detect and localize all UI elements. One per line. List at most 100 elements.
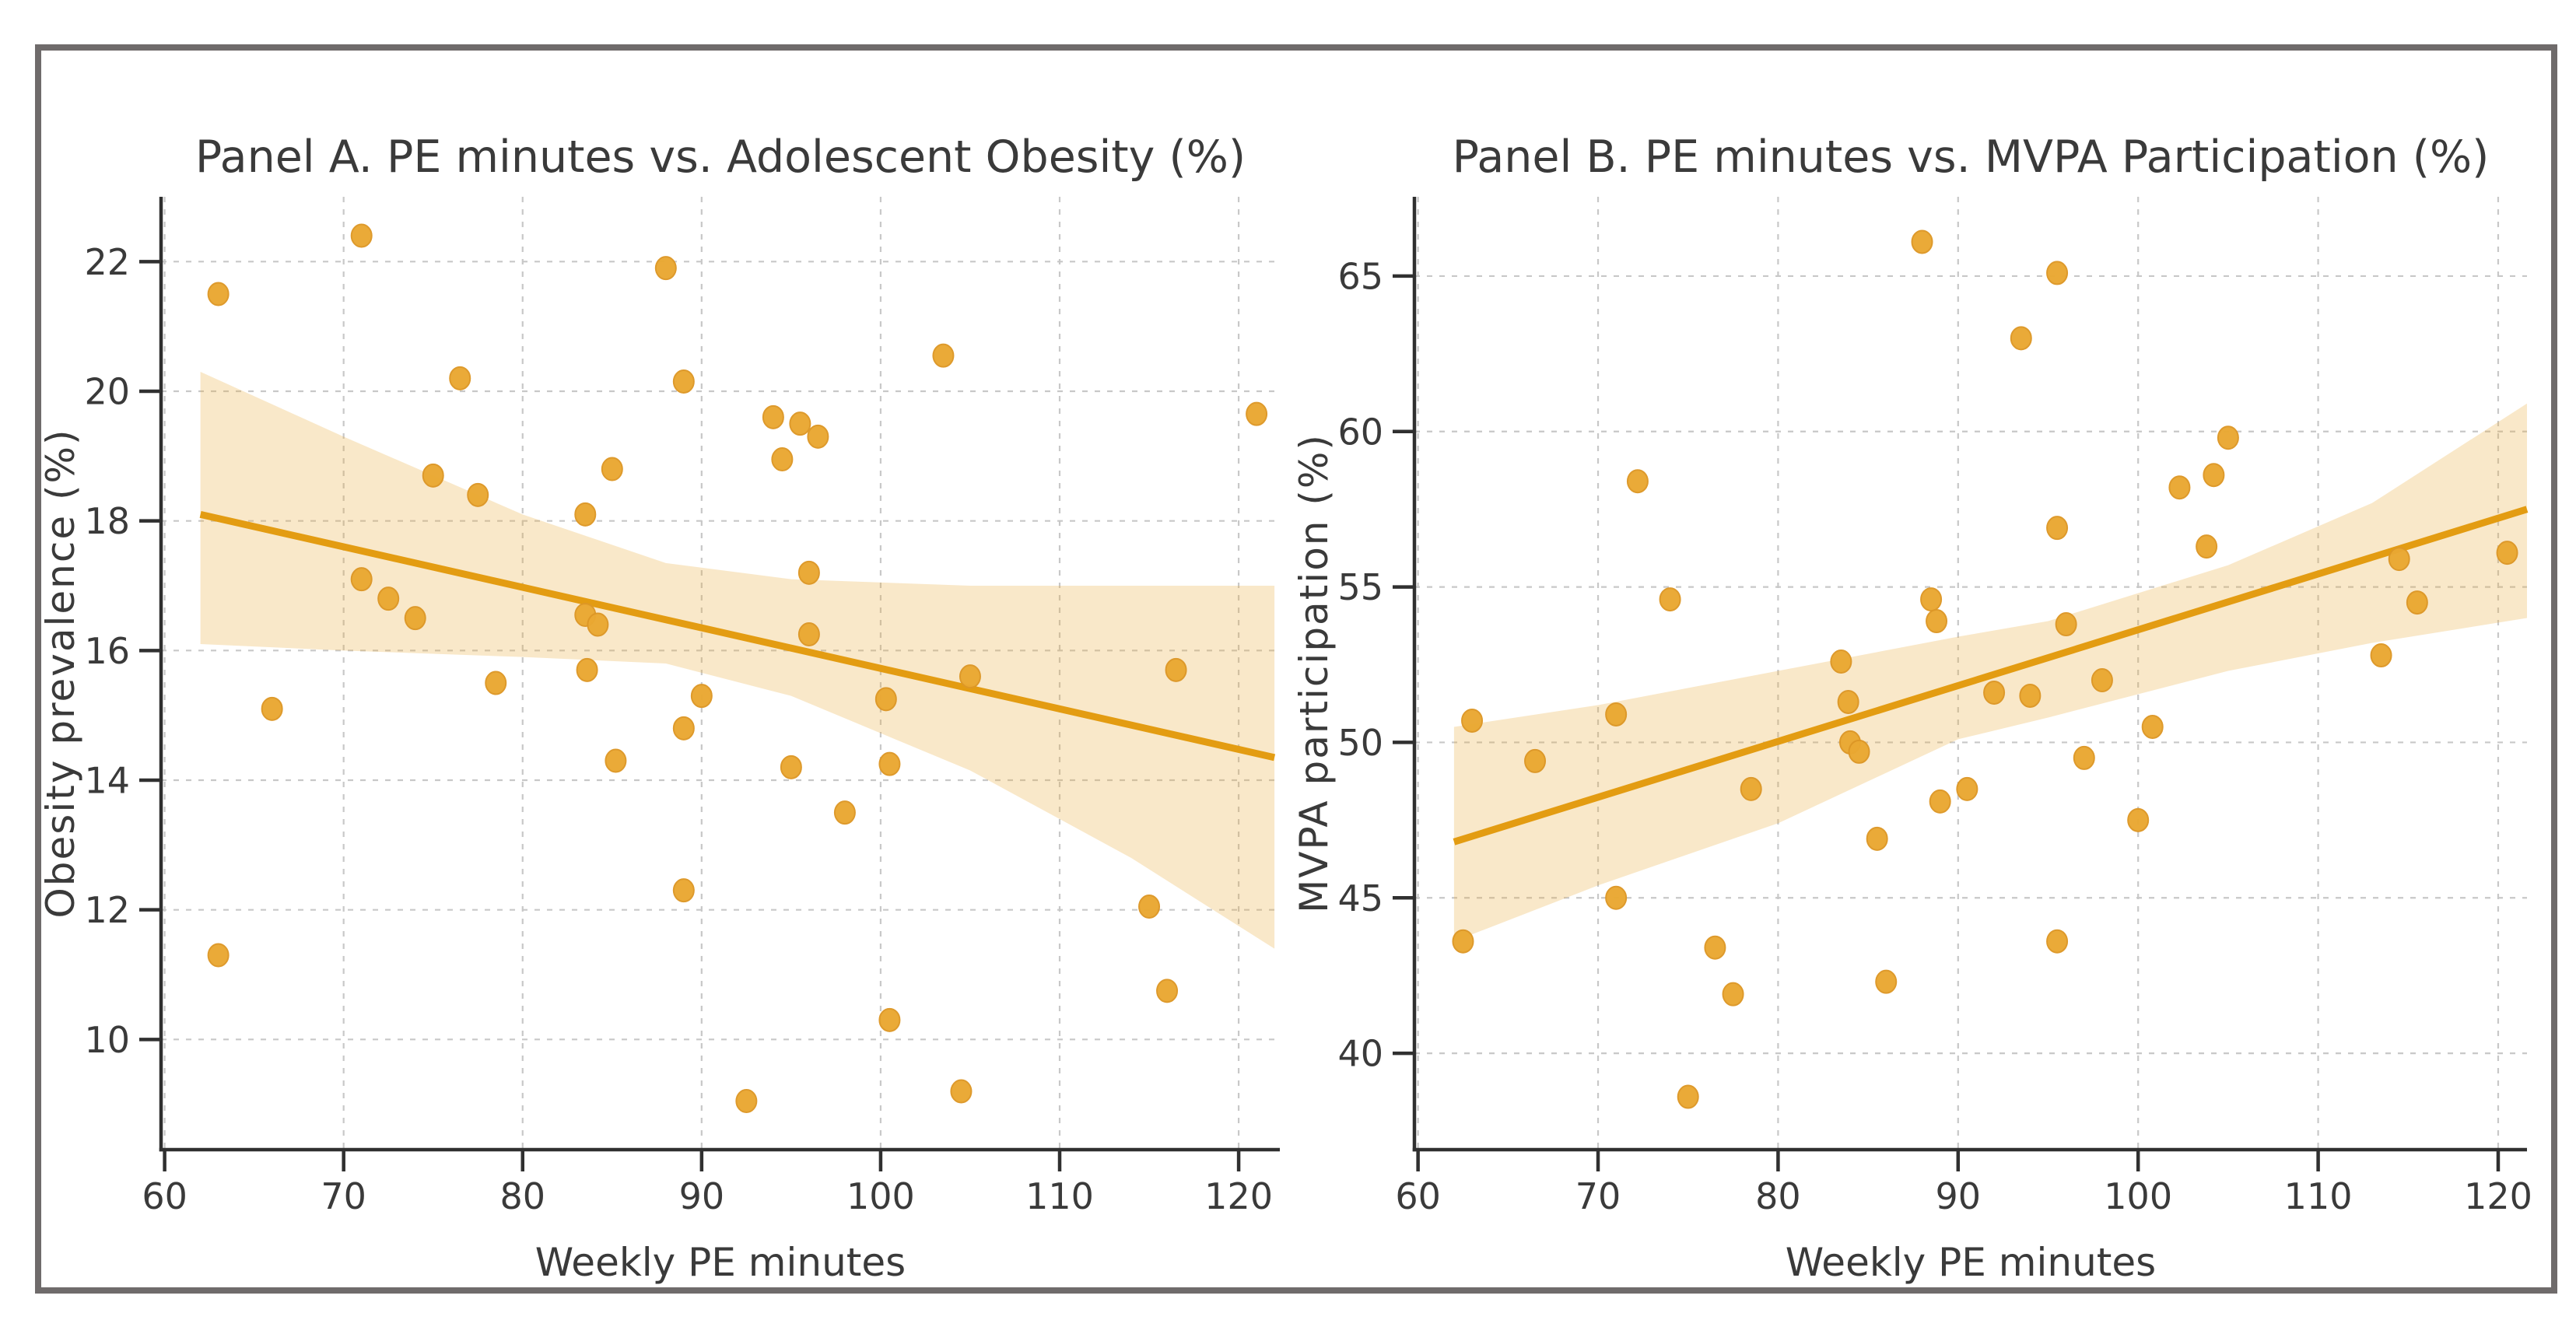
- x-axis-label: Weekly PE minutes: [535, 1240, 906, 1285]
- data-point: [1920, 587, 1943, 612]
- data-point: [672, 878, 695, 903]
- y-tick-label: 18: [84, 500, 130, 542]
- y-tick-label: 60: [1337, 411, 1383, 453]
- data-point: [2046, 516, 2069, 541]
- data-point: [672, 369, 695, 394]
- data-point: [1848, 739, 1870, 764]
- data-point: [762, 404, 784, 429]
- data-point: [2010, 326, 2032, 351]
- y-tick-label: 20: [84, 371, 130, 413]
- data-point: [2196, 534, 2218, 559]
- data-point: [467, 482, 489, 507]
- trend-line: [199, 510, 1276, 762]
- data-point: [574, 502, 597, 527]
- data-point: [807, 424, 829, 449]
- data-point: [1452, 929, 1474, 954]
- data-point: [1165, 657, 1187, 682]
- data-point: [1626, 469, 1649, 494]
- data-point: [1461, 708, 1484, 733]
- x-tick-label: 60: [142, 1175, 188, 1217]
- panel-title: Panel A. PE minutes vs. Adolescent Obesi…: [195, 131, 1246, 183]
- data-point: [672, 716, 695, 741]
- y-tick-label: 40: [1337, 1033, 1383, 1075]
- x-tick-label: 70: [1575, 1175, 1621, 1217]
- data-point: [1983, 680, 2006, 705]
- data-point: [1929, 789, 1951, 814]
- data-point: [1866, 826, 1888, 851]
- data-point: [2141, 714, 2164, 739]
- data-point: [1659, 587, 1681, 612]
- y-tick-label: 16: [84, 630, 130, 672]
- data-point: [771, 447, 794, 471]
- data-point: [587, 612, 609, 637]
- data-point: [2217, 425, 2239, 450]
- data-point: [576, 657, 598, 682]
- data-point: [350, 567, 373, 592]
- y-tick-label: 14: [84, 760, 130, 802]
- trend-line: [1453, 506, 2529, 846]
- x-tick-label: 90: [679, 1175, 725, 1217]
- y-axis-label: MVPA participation (%): [1292, 433, 1337, 913]
- data-point: [1830, 649, 1852, 674]
- panel-title: Panel B. PE minutes vs. MVPA Participati…: [1453, 131, 2490, 183]
- data-point: [2388, 547, 2410, 572]
- data-point: [2046, 929, 2069, 954]
- data-point: [2370, 643, 2392, 668]
- x-tick-label: 70: [321, 1175, 366, 1217]
- data-point: [959, 664, 981, 689]
- data-point: [797, 622, 820, 646]
- data-point: [1911, 229, 1933, 254]
- data-point: [485, 671, 507, 695]
- data-point: [1704, 935, 1726, 960]
- data-point: [350, 223, 373, 248]
- data-point: [1837, 689, 1859, 714]
- data-point: [1956, 776, 1978, 801]
- y-tick-label: 55: [1337, 566, 1383, 608]
- data-point: [2168, 475, 2191, 500]
- y-tick-label: 22: [84, 241, 130, 283]
- x-tick-label: 120: [2464, 1175, 2532, 1217]
- data-point: [878, 1007, 901, 1032]
- data-point: [950, 1079, 973, 1104]
- data-point: [207, 943, 230, 968]
- data-point: [2496, 541, 2518, 565]
- data-point: [2127, 807, 2150, 832]
- y-tick-label: 50: [1337, 722, 1383, 764]
- data-point: [735, 1089, 758, 1113]
- data-point: [449, 366, 471, 390]
- data-point: [1740, 776, 1762, 801]
- data-point: [605, 748, 627, 773]
- data-point: [797, 560, 820, 585]
- y-tick-label: 12: [84, 889, 130, 931]
- data-point: [404, 606, 426, 631]
- data-point: [2055, 612, 2077, 637]
- data-point: [1156, 979, 1179, 1003]
- x-tick-label: 80: [1755, 1175, 1801, 1217]
- data-point: [878, 751, 901, 776]
- data-point: [1875, 969, 1898, 994]
- data-point: [1926, 609, 1948, 634]
- data-point: [789, 411, 811, 436]
- data-point: [1605, 702, 1628, 727]
- panel-a: 60 70 80 90 100 110 120 10 12 14 16 18 20 22 Panel A. …: [38, 131, 1280, 1285]
- x-tick-label: 80: [499, 1175, 545, 1217]
- data-point: [2046, 261, 2069, 285]
- data-point: [1722, 982, 1744, 1007]
- y-tick-label: 45: [1337, 877, 1383, 919]
- confidence-band: [200, 372, 1275, 949]
- data-point: [1138, 895, 1161, 919]
- x-tick-label: 100: [2104, 1175, 2172, 1217]
- data-point: [2019, 683, 2042, 708]
- data-point: [261, 696, 283, 721]
- x-tick-label: 110: [1025, 1175, 1094, 1217]
- data-point: [2203, 463, 2225, 488]
- x-tick-label: 60: [1395, 1175, 1441, 1217]
- data-point: [2091, 667, 2113, 692]
- data-point: [780, 755, 802, 779]
- data-point: [654, 256, 677, 281]
- data-point: [207, 282, 230, 306]
- data-point: [422, 463, 444, 488]
- data-point: [2406, 590, 2428, 615]
